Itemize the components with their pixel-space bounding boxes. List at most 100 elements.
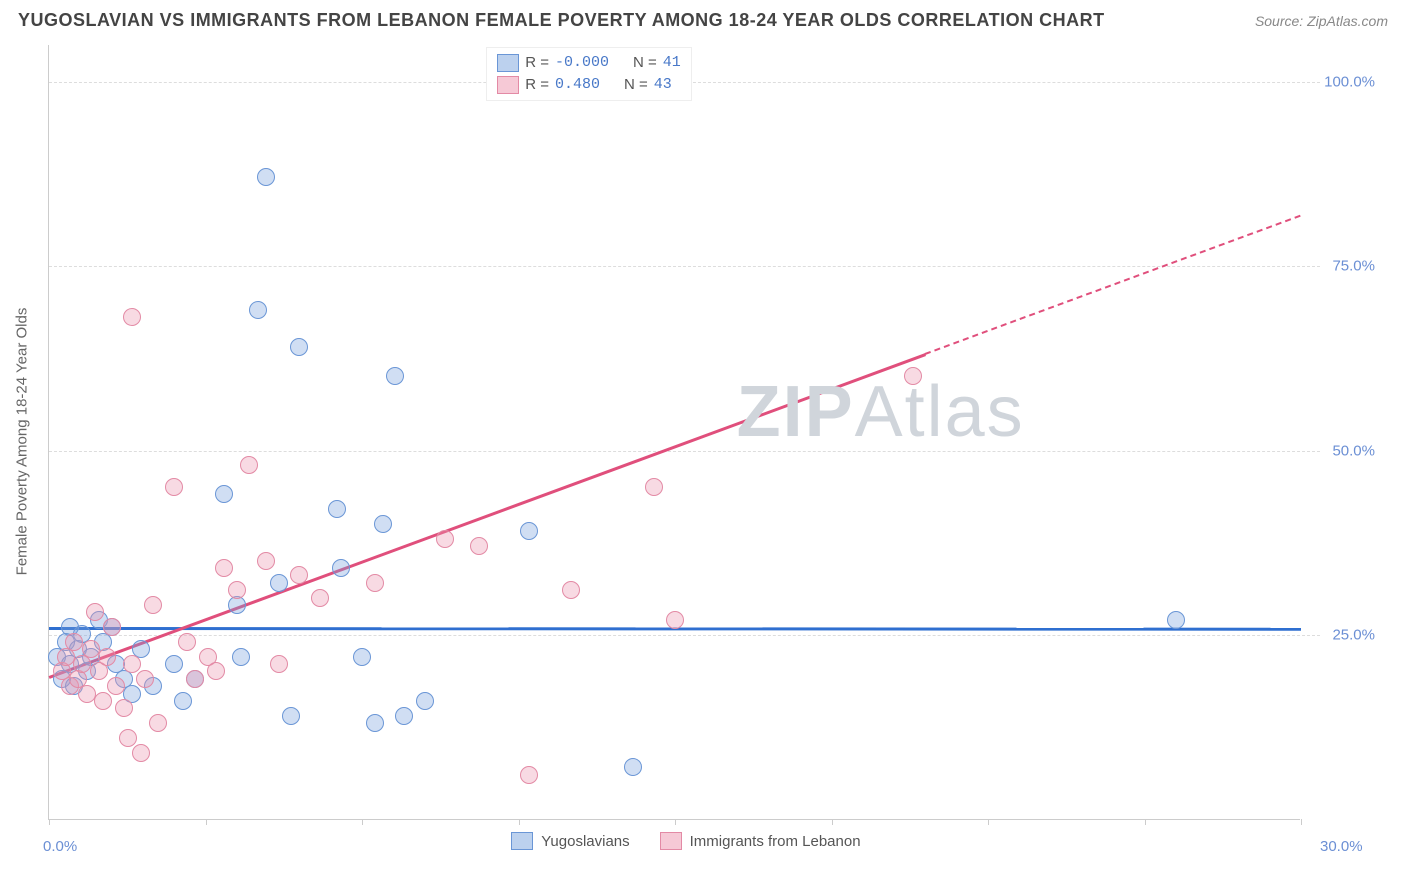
- data-point: [562, 581, 580, 599]
- data-point: [215, 559, 233, 577]
- n-value: 43: [654, 74, 672, 96]
- legend-stats-row: R = -0.000 N = 41: [497, 52, 681, 74]
- data-point: [107, 677, 125, 695]
- data-point: [78, 685, 96, 703]
- data-point: [520, 766, 538, 784]
- data-point: [270, 655, 288, 673]
- data-point: [290, 338, 308, 356]
- legend-stats-row: R = 0.480 N = 43: [497, 74, 681, 96]
- n-value: 41: [663, 52, 681, 74]
- data-point: [98, 648, 116, 666]
- ytick-label: 100.0%: [1315, 73, 1375, 90]
- data-point: [207, 662, 225, 680]
- legend-swatch: [511, 832, 533, 850]
- xtick: [206, 819, 207, 825]
- xtick: [832, 819, 833, 825]
- r-value: -0.000: [555, 52, 609, 74]
- source-label: Source: ZipAtlas.com: [1255, 13, 1388, 29]
- data-point: [123, 655, 141, 673]
- data-point: [165, 478, 183, 496]
- n-label: N =: [633, 52, 657, 74]
- data-point: [624, 758, 642, 776]
- n-label: N =: [624, 74, 648, 96]
- data-point: [94, 692, 112, 710]
- chart-title: YUGOSLAVIAN VS IMMIGRANTS FROM LEBANON F…: [18, 10, 1105, 31]
- data-point: [666, 611, 684, 629]
- y-axis-label: Female Poverty Among 18-24 Year Olds: [13, 307, 30, 575]
- source-prefix: Source:: [1255, 13, 1307, 29]
- data-point: [311, 589, 329, 607]
- data-point: [144, 596, 162, 614]
- data-point: [366, 574, 384, 592]
- r-label: R =: [525, 52, 549, 74]
- xtick: [1301, 819, 1302, 825]
- xtick: [675, 819, 676, 825]
- data-point: [290, 566, 308, 584]
- data-point: [103, 618, 121, 636]
- data-point: [395, 707, 413, 725]
- plot-area: 25.0%50.0%75.0%100.0%: [48, 45, 1300, 820]
- data-point: [436, 530, 454, 548]
- data-point: [232, 648, 250, 666]
- data-point: [123, 308, 141, 326]
- data-point: [386, 367, 404, 385]
- ytick-label: 50.0%: [1315, 442, 1375, 459]
- data-point: [249, 301, 267, 319]
- trend-line: [925, 215, 1301, 355]
- data-point: [174, 692, 192, 710]
- xtick: [988, 819, 989, 825]
- data-point: [119, 729, 137, 747]
- data-point: [257, 552, 275, 570]
- xtick: [519, 819, 520, 825]
- source-name: ZipAtlas.com: [1307, 13, 1388, 29]
- ytick-label: 25.0%: [1315, 627, 1375, 644]
- data-point: [186, 670, 204, 688]
- legend-label: Immigrants from Lebanon: [690, 833, 861, 850]
- data-point: [270, 574, 288, 592]
- gridline-h: [49, 266, 1320, 267]
- data-point: [228, 581, 246, 599]
- data-point: [366, 714, 384, 732]
- data-point: [136, 670, 154, 688]
- data-point: [86, 603, 104, 621]
- r-label: R =: [525, 74, 549, 96]
- data-point: [240, 456, 258, 474]
- data-point: [149, 714, 167, 732]
- legend-item: Yugoslavians: [511, 832, 629, 850]
- data-point: [65, 633, 83, 651]
- data-point: [115, 699, 133, 717]
- legend-stats: R =-0.000N =41R = 0.480N =43: [486, 47, 692, 101]
- data-point: [520, 522, 538, 540]
- xtick: [1145, 819, 1146, 825]
- data-point: [328, 500, 346, 518]
- data-point: [215, 485, 233, 503]
- data-point: [132, 744, 150, 762]
- data-point: [178, 633, 196, 651]
- legend-label: Yugoslavians: [541, 833, 629, 850]
- xtick: [49, 819, 50, 825]
- data-point: [353, 648, 371, 666]
- data-point: [165, 655, 183, 673]
- data-point: [332, 559, 350, 577]
- legend-swatch: [497, 54, 519, 72]
- gridline-h: [49, 635, 1320, 636]
- data-point: [904, 367, 922, 385]
- data-point: [282, 707, 300, 725]
- data-point: [257, 168, 275, 186]
- legend-swatch: [660, 832, 682, 850]
- xtick: [362, 819, 363, 825]
- xtick-label-max: 30.0%: [1320, 838, 1363, 855]
- r-value: 0.480: [555, 74, 600, 96]
- data-point: [470, 537, 488, 555]
- data-point: [416, 692, 434, 710]
- data-point: [374, 515, 392, 533]
- data-point: [82, 640, 100, 658]
- legend-bottom: Yugoslavians Immigrants from Lebanon: [511, 832, 860, 850]
- data-point: [1167, 611, 1185, 629]
- data-point: [645, 478, 663, 496]
- ytick-label: 75.0%: [1315, 258, 1375, 275]
- legend-item: Immigrants from Lebanon: [660, 832, 861, 850]
- xtick-label-min: 0.0%: [43, 838, 77, 855]
- gridline-h: [49, 451, 1320, 452]
- legend-swatch: [497, 76, 519, 94]
